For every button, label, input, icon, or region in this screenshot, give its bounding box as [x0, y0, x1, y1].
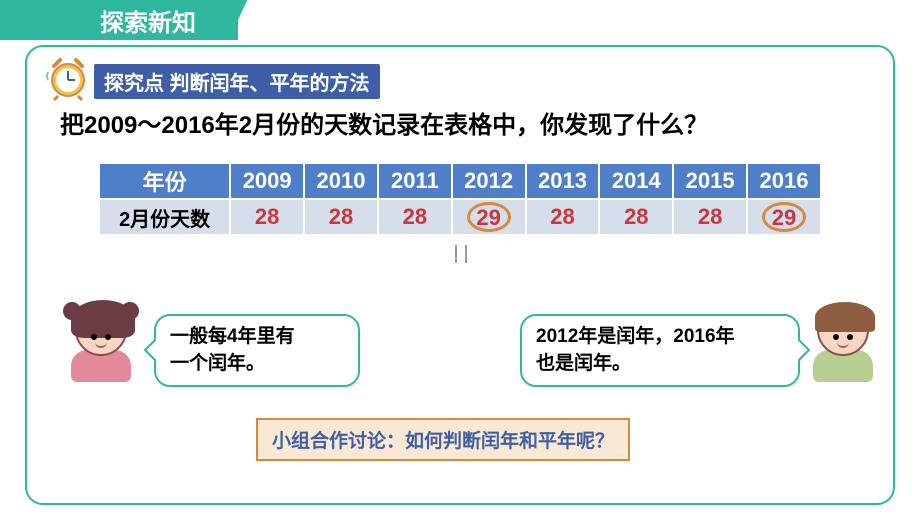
table-year-cell: 2012 — [452, 163, 526, 199]
speech-left-line2: 一个闰年。 — [170, 351, 344, 378]
header-bar: 探索新知 — [0, 0, 920, 40]
table-header-label: 年份 — [99, 163, 230, 199]
header-cut — [258, 0, 920, 40]
alarm-clock-icon — [44, 54, 92, 102]
table-days-cell: 28 — [526, 199, 600, 235]
question-text: 把2009～2016年2月份的天数记录在表格中，你发现了什么？ — [60, 105, 880, 140]
table-days-cell: 28 — [304, 199, 378, 235]
speech-right-line2: 也是闰年。 — [536, 351, 784, 378]
discussion-prompt-box: 小组合作讨论：如何判断闰年和平年呢？ — [256, 418, 630, 461]
subtitle-bar: 探究点 判断闰年、平年的方法 — [94, 64, 380, 99]
table-year-cell: 2009 — [230, 163, 304, 199]
circled-value: 29 — [762, 202, 806, 232]
table-year-cell: 2014 — [599, 163, 673, 199]
table-year-cell: 2011 — [378, 163, 452, 199]
table-row-label: 2月份天数 — [99, 199, 230, 235]
table-days-cell: 29 — [452, 199, 526, 235]
speech-bubble-left: 一般每4年里有 一个闰年。 — [154, 314, 360, 387]
year-days-table: 年份20092010201120122013201420152016 2月份天数… — [98, 162, 822, 236]
table-days-cell: 28 — [378, 199, 452, 235]
circled-value: 29 — [467, 202, 511, 232]
table-year-cell: 2013 — [526, 163, 600, 199]
table-days-cell: 28 — [599, 199, 673, 235]
speech-right-line1: 2012年是闰年，2016年 — [536, 324, 784, 351]
table-year-cell: 2010 — [304, 163, 378, 199]
girl-avatar-icon — [62, 304, 140, 382]
boy-avatar-icon — [804, 304, 882, 382]
subtitle-text: 探究点 判断闰年、平年的方法 — [104, 67, 370, 96]
speech-bubble-right: 2012年是闰年，2016年 也是闰年。 — [520, 314, 800, 387]
table-year-cell: 2016 — [747, 163, 821, 199]
table-days-cell: 28 — [673, 199, 747, 235]
column-divider-icon — [455, 245, 467, 263]
header-tab-label: 探索新知 — [58, 0, 238, 40]
speech-left-line1: 一般每4年里有 — [170, 324, 344, 351]
table-year-cell: 2015 — [673, 163, 747, 199]
table-days-cell: 29 — [747, 199, 821, 235]
table-days-cell: 28 — [230, 199, 304, 235]
